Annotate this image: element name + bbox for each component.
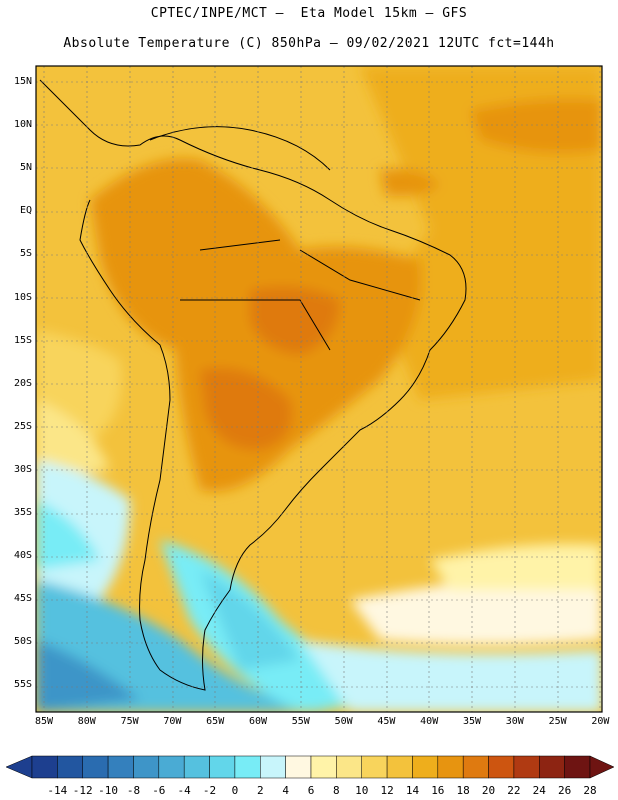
lon-label: 45W [377,716,396,727]
colorbar-swatch [234,755,261,779]
colorbar-swatch [158,755,185,779]
colorbar-tick-label: 20 [481,784,496,797]
colorbar-low-arrow [5,755,33,779]
colorbar-swatch [361,755,388,779]
colorbar-swatch [31,755,58,779]
colorbar-swatch [260,755,286,779]
colorbar-tick-label: 28 [583,784,597,797]
temperature-field [36,66,602,712]
colorbar-swatch [133,755,160,779]
colorbar-tick-label: -6 [152,784,166,797]
colorbar-tick-label: -10 [98,784,119,797]
colorbar-swatch [285,755,312,779]
lon-label: 75W [120,716,139,727]
lon-label: 25W [548,716,567,727]
lat-label: EQ [19,205,32,217]
colorbar-swatch [107,755,134,779]
colorbar-tick-label: 14 [405,784,420,797]
colorbar-swatch [336,755,362,779]
lat-label: 10S [13,291,32,303]
colorbar-swatch [310,755,337,779]
colorbar-swatch [209,755,236,779]
colorbar-tick-label: 24 [532,784,546,797]
coastline-outline [39,79,467,691]
colorbar-swatch [57,755,83,779]
lat-label: 45S [13,593,32,605]
lon-label: 50W [334,716,353,727]
colorbar-swatch [488,755,515,779]
colorbar-tick-label: 12 [380,784,394,797]
lon-label: 30W [505,716,524,727]
lat-label: 25S [13,420,32,432]
lat-label: 35S [13,507,32,518]
graticule [36,66,602,712]
colorbar-tick-label: 18 [456,784,470,797]
colorbar-tick-label: 6 [307,784,315,797]
lon-label: 40W [420,716,439,727]
lat-label: 55S [13,679,32,691]
colorbar-tick-label: 16 [431,784,445,797]
map-frame [35,65,603,713]
lat-label: 30S [13,463,32,475]
lat-label: 40S [13,550,32,562]
lat-label: 10N [13,119,32,131]
lon-label: 65W [206,716,225,727]
colorbar-tick-label: 26 [558,784,572,797]
colorbar-tick-label: 8 [333,784,340,797]
lon-label: 55W [291,716,310,727]
colorbar-swatch [386,755,413,779]
colorbar-tick-label: 22 [507,784,521,797]
colorbar [5,755,615,779]
colorbar-tick-label: 10 [355,784,369,797]
colorbar-high-arrow [589,755,615,779]
lat-label: 50S [13,636,32,648]
colorbar-swatch [82,755,109,779]
colorbar-tick-label: -12 [72,784,93,797]
colorbar-swatch [539,755,565,779]
lon-label: 70W [163,716,182,727]
lat-label: 20S [13,377,32,389]
colorbar-tick-label: -14 [47,784,68,797]
lon-label: 60W [248,716,268,727]
lon-label: 35W [462,716,482,727]
colorbar-swatch [513,755,540,779]
lon-label: 20W [591,716,610,727]
lat-label: 15N [13,76,32,87]
lon-label: 80W [77,716,96,727]
title-line-2: Absolute Temperature (C) 850hPa – 09/02/… [63,36,555,51]
colorbar-tick-label: -4 [177,784,191,797]
colorbar-swatch [462,755,489,779]
colorbar-swatch [412,755,439,779]
colorbar-tick-label: 4 [282,784,289,797]
lat-label: 5N [19,162,32,174]
colorbar-tick-label: 2 [256,784,264,797]
colorbar-tick-label: 0 [231,784,239,797]
lon-label: 85W [34,716,54,727]
colorbar-swatch [564,755,591,779]
colorbar-swatch [183,755,210,779]
lat-label: 15S [13,334,32,346]
lat-label: 5S [19,248,32,260]
colorbar-tick-label: -2 [202,784,217,797]
colorbar-swatch [437,755,464,779]
colorbar-tick-label: -8 [126,784,141,797]
title-line-1: CPTEC/INPE/MCT – Eta Model 15km – GFS [150,6,468,21]
